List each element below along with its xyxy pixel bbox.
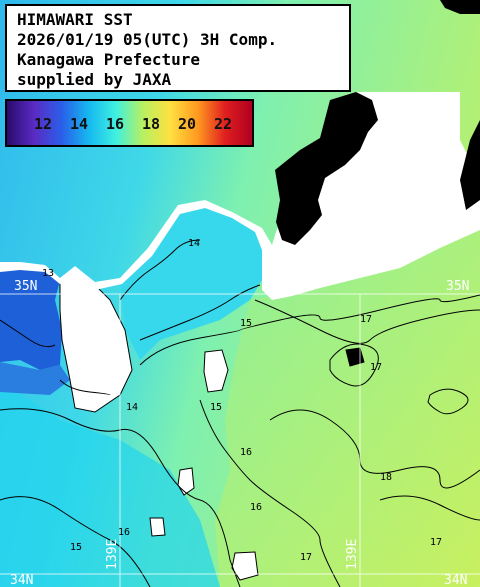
info-box: HIMAWARI SST 2026/01/19 05(UTC) 3H Comp.… (5, 4, 351, 92)
source-line: supplied by JAXA (17, 70, 172, 89)
contour-label: 14 (188, 238, 200, 249)
contour-label: 15 (240, 318, 252, 329)
contour-label: 17 (360, 314, 372, 325)
legend-tick-label: 22 (213, 115, 233, 133)
legend-ticks: 12 14 16 18 20 22 (7, 115, 252, 135)
nodata-region-3 (440, 0, 480, 14)
cold-water-region-2 (0, 362, 70, 395)
legend-tick-label: 18 (141, 115, 161, 133)
legend-color-bar (7, 101, 252, 145)
date-line: 2026/01/19 05(UTC) 3H Comp. (17, 30, 278, 49)
island-1 (203, 349, 229, 393)
contour-lines (0, 239, 480, 587)
title-line: HIMAWARI SST (17, 10, 133, 29)
legend-tick-label: 20 (177, 115, 197, 133)
contour-label: 17 (300, 552, 312, 563)
lat-label-bottom-right: 34N (444, 573, 467, 587)
legend-tick-label: 16 (105, 115, 125, 133)
lat-label-left: 35N (14, 279, 37, 294)
contour-label: 16 (250, 502, 262, 513)
contour-label: 13 (42, 268, 54, 279)
legend-tick-label: 14 (69, 115, 89, 133)
region-line: Kanagawa Prefecture (17, 50, 201, 69)
contour-label: 16 (240, 447, 252, 458)
lat-label-bottom-left: 34N (10, 573, 33, 587)
lon-label-1: 139E (105, 539, 120, 570)
contour-label: 14 (126, 402, 138, 413)
grid-lines (0, 293, 480, 587)
island-3 (149, 517, 166, 537)
legend-tick-label: 12 (33, 115, 53, 133)
lat-label-right: 35N (446, 279, 469, 294)
contour-label: 18 (380, 472, 392, 483)
nodata-region (275, 92, 378, 245)
contour-label: 17 (370, 362, 382, 373)
lon-label-2: 139E (345, 539, 360, 570)
contour-label: 17 (430, 537, 442, 548)
contour-labels: 13 14 14 15 15 16 16 17 17 17 18 15 16 1… (42, 238, 442, 563)
island-2 (177, 467, 195, 496)
nodata-region-2 (460, 120, 480, 210)
color-legend: 12 14 16 18 20 22 (5, 99, 254, 147)
cold-water-region (0, 265, 62, 370)
contour-label: 15 (210, 402, 222, 413)
contour-label: 15 (70, 542, 82, 553)
contour-label: 16 (118, 527, 130, 538)
